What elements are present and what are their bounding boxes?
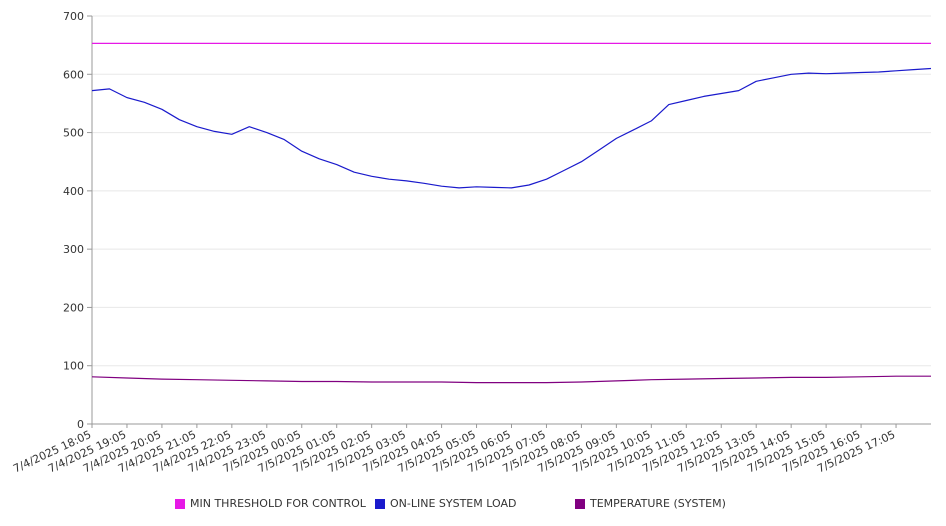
x-tick-labels: 7/4/2025 18:057/4/2025 19:057/4/2025 20:… bbox=[11, 424, 897, 475]
legend-label-system-load: ON-LINE SYSTEM LOAD bbox=[390, 497, 517, 510]
grid bbox=[92, 15, 931, 425]
y-tick-label-700: 700 bbox=[63, 10, 84, 23]
y-tick-label-200: 200 bbox=[63, 301, 84, 314]
legend-swatch-system-load bbox=[375, 498, 385, 509]
legend-item-system-load: ON-LINE SYSTEM LOAD bbox=[375, 497, 516, 510]
legend-item-temperature: TEMPERATURE (SYSTEM) bbox=[575, 497, 726, 510]
legend-label-temperature: TEMPERATURE (SYSTEM) bbox=[590, 497, 726, 510]
series bbox=[91, 42, 932, 384]
y-tick-label-600: 600 bbox=[63, 68, 84, 81]
y-tick-labels: 0 100 200 300 400 500 600 700 bbox=[63, 10, 92, 431]
y-tick-label-400: 400 bbox=[63, 185, 84, 198]
legend-label-min-threshold: MIN THRESHOLD FOR CONTROL bbox=[190, 497, 366, 510]
axes bbox=[91, 16, 931, 425]
legend-item-min-threshold: MIN THRESHOLD FOR CONTROL bbox=[175, 497, 366, 510]
series-line-1 bbox=[91, 67, 932, 189]
y-tick-label-500: 500 bbox=[63, 127, 84, 140]
legend-swatch-min-threshold bbox=[175, 498, 185, 509]
y-tick-label-100: 100 bbox=[63, 360, 84, 373]
series-line-2 bbox=[91, 375, 931, 384]
y-tick-label-0: 0 bbox=[77, 418, 84, 431]
legend: MIN THRESHOLD FOR CONTROL ON-LINE SYSTEM… bbox=[0, 497, 946, 515]
legend-swatch-temperature bbox=[575, 498, 585, 509]
y-tick-label-300: 300 bbox=[63, 243, 84, 256]
